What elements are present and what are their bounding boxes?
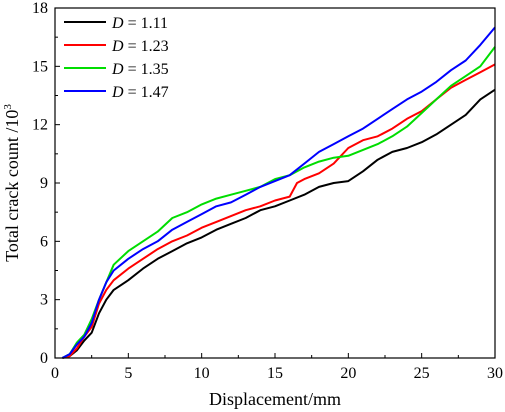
x-tick-label: 15	[267, 365, 283, 382]
legend-label-4: D = 1.47	[111, 84, 169, 101]
y-tick-label: 12	[32, 117, 48, 134]
y-tick-label: 18	[32, 0, 48, 17]
series-line-4	[61, 26, 496, 359]
y-tick-label: 15	[32, 58, 48, 75]
x-tick-label: 0	[51, 365, 59, 382]
y-tick-label: 0	[40, 350, 48, 367]
legend-label-1: D = 1.11	[111, 15, 168, 32]
x-tick-label: 30	[487, 365, 503, 382]
plot-lines-group	[61, 26, 496, 359]
x-tick-label: 10	[194, 365, 210, 382]
x-tick-label: 5	[124, 365, 132, 382]
x-tick-label: 25	[414, 365, 430, 382]
x-tick-label: 20	[340, 365, 356, 382]
series-line-2	[62, 63, 496, 359]
legend-label-2: D = 1.23	[111, 38, 169, 55]
y-axis-title-exponent: 3	[2, 104, 14, 110]
y-axis-title-main: Total crack count /10	[2, 110, 22, 262]
legend-label-3: D = 1.35	[111, 61, 169, 78]
y-tick-label: 9	[40, 175, 48, 192]
x-axis-title: Displacement/mm	[209, 389, 341, 409]
y-tick-label: 3	[40, 292, 48, 309]
y-axis: 0 3 6 9 12 15 18	[32, 0, 60, 367]
y-tick-label: 6	[40, 233, 48, 250]
legend: D = 1.11 D = 1.23 D = 1.35 D = 1.47	[64, 15, 169, 101]
y-axis-title: Total crack count /103	[2, 104, 22, 262]
series-line-1	[62, 88, 496, 359]
x-axis: 0 5 10 15 20 25 30	[51, 353, 503, 382]
